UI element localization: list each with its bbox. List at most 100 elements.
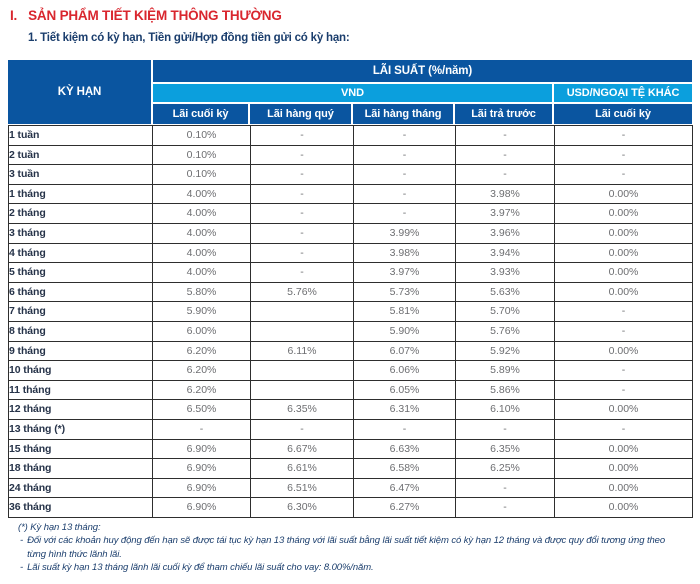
term-cell: 8 tháng bbox=[8, 320, 153, 342]
rate-cell: 6.35% bbox=[250, 399, 354, 420]
rate-cell: 6.63% bbox=[353, 438, 456, 460]
footnote-text: Lãi suất kỳ hạn 13 tháng lãnh lãi cuối k… bbox=[27, 561, 374, 573]
table-row: 36 tháng 6.90% 6.30% 6.27% - 0.00% bbox=[8, 497, 693, 518]
table-row: 6 tháng 5.80% 5.76% 5.73% 5.63% 0.00% bbox=[8, 281, 693, 303]
term-cell: 18 tháng bbox=[8, 458, 153, 479]
rate-cell: 4.00% bbox=[152, 262, 251, 283]
table-row: 3 tuần 0.10% - - - - bbox=[8, 164, 693, 185]
bullet-dash: - bbox=[20, 561, 24, 573]
rate-cell bbox=[250, 360, 354, 381]
header-sub-end-of-term: Lãi cuối kỳ bbox=[153, 104, 248, 124]
header-sub-quarterly: Lãi hàng quý bbox=[250, 104, 351, 124]
term-cell: 6 tháng bbox=[8, 281, 153, 303]
rate-cell: 6.20% bbox=[152, 360, 251, 381]
rate-cell: - bbox=[250, 222, 354, 244]
rate-cell: 5.90% bbox=[152, 301, 251, 322]
rate-cell: 5.73% bbox=[353, 281, 456, 303]
header-term: KỲ HẠN bbox=[8, 60, 151, 124]
rate-cell: 6.50% bbox=[152, 399, 251, 420]
table-row: 24 tháng 6.90% 6.51% 6.47% - 0.00% bbox=[8, 477, 693, 499]
rate-cell: 0.00% bbox=[554, 281, 693, 303]
rate-cell: - bbox=[250, 125, 354, 146]
term-cell: 3 tháng bbox=[8, 222, 153, 244]
rate-cell: - bbox=[353, 164, 456, 185]
header-sub-prepaid: Lãi trả trước bbox=[455, 104, 552, 124]
rate-cell: - bbox=[554, 418, 693, 440]
term-cell: 11 tháng bbox=[8, 379, 153, 401]
rate-cell: 6.06% bbox=[353, 360, 456, 381]
section-title-text: SẢN PHẨM TIẾT KIỆM THÔNG THƯỜNG bbox=[28, 8, 282, 23]
rate-cell: 5.89% bbox=[455, 360, 555, 381]
rate-cell: 0.00% bbox=[554, 477, 693, 499]
rate-cell: 0.00% bbox=[554, 438, 693, 460]
rate-cell: - bbox=[554, 125, 693, 146]
rate-cell: 0.00% bbox=[554, 458, 693, 479]
rate-cell: 5.70% bbox=[455, 301, 555, 322]
rate-cell: 3.98% bbox=[455, 183, 555, 205]
table-row: 11 tháng 6.20% 6.05% 5.86% - bbox=[8, 379, 693, 401]
table-body: 1 tuần 0.10% - - - - 2 tuần 0.10% - - - … bbox=[8, 125, 693, 518]
header-rate: LÃI SUẤT (%/năm) bbox=[153, 60, 692, 82]
rate-cell bbox=[250, 320, 354, 342]
rate-cell: 3.93% bbox=[455, 262, 555, 283]
rate-cell: 5.76% bbox=[250, 281, 354, 303]
rate-cell: 6.51% bbox=[250, 477, 354, 499]
rate-cell: 6.61% bbox=[250, 458, 354, 479]
rate-cell: 5.90% bbox=[353, 320, 456, 342]
footnote-item: - Đối với các khoản huy động đến hạn sẽ … bbox=[20, 534, 680, 561]
rate-cell: - bbox=[455, 477, 555, 499]
rate-cell: - bbox=[455, 125, 555, 146]
rate-cell: 0.10% bbox=[152, 164, 251, 185]
rate-cell: - bbox=[250, 164, 354, 185]
term-cell: 1 tháng bbox=[8, 183, 153, 205]
rate-cell: 0.00% bbox=[554, 262, 693, 283]
rate-cell: 5.81% bbox=[353, 301, 456, 322]
rate-cell: 0.00% bbox=[554, 222, 693, 244]
rate-cell: 4.00% bbox=[152, 183, 251, 205]
rate-cell: 6.90% bbox=[152, 497, 251, 518]
footnote-item: - Lãi suất kỳ hạn 13 tháng lãnh lãi cuối… bbox=[20, 561, 680, 574]
rate-cell: - bbox=[353, 183, 456, 205]
header-sub-usd-end-of-term: Lãi cuối kỳ bbox=[554, 104, 692, 124]
term-cell: 13 tháng (*) bbox=[8, 418, 153, 440]
rate-cell: - bbox=[554, 360, 693, 381]
table-row: 1 tuần 0.10% - - - - bbox=[8, 125, 693, 146]
header-currency-vnd: VND bbox=[153, 84, 552, 102]
section-title: I. SẢN PHẨM TIẾT KIỆM THÔNG THƯỜNG bbox=[10, 8, 700, 23]
rate-cell: 3.96% bbox=[455, 222, 555, 244]
term-cell: 24 tháng bbox=[8, 477, 153, 499]
rate-cell: 6.90% bbox=[152, 438, 251, 460]
rate-cell: 0.00% bbox=[554, 242, 693, 264]
table-row: 2 tuần 0.10% - - - - bbox=[8, 144, 693, 166]
term-cell: 12 tháng bbox=[8, 399, 153, 420]
rate-cell: 0.00% bbox=[554, 183, 693, 205]
table-row: 3 tháng 4.00% - 3.99% 3.96% 0.00% bbox=[8, 222, 693, 244]
rate-cell: 5.80% bbox=[152, 281, 251, 303]
table-row: 5 tháng 4.00% - 3.97% 3.93% 0.00% bbox=[8, 262, 693, 283]
term-cell: 5 tháng bbox=[8, 262, 153, 283]
rate-cell: 3.97% bbox=[455, 203, 555, 224]
term-cell: 7 tháng bbox=[8, 301, 153, 322]
bullet-dash: - bbox=[20, 535, 24, 547]
rate-cell bbox=[250, 379, 354, 401]
rate-cell: 6.00% bbox=[152, 320, 251, 342]
rate-cell: 6.30% bbox=[250, 497, 354, 518]
rate-cell: - bbox=[250, 242, 354, 264]
rate-cell: 6.27% bbox=[353, 497, 456, 518]
rate-cell: 5.63% bbox=[455, 281, 555, 303]
rate-cell: 6.31% bbox=[353, 399, 456, 420]
term-cell: 1 tuần bbox=[8, 125, 153, 146]
footnote-text: Đối với các khoản huy động đến hạn sẽ đư… bbox=[27, 535, 666, 560]
rate-cell: - bbox=[353, 203, 456, 224]
rate-cell: - bbox=[455, 418, 555, 440]
rate-cell: 6.47% bbox=[353, 477, 456, 499]
rate-cell: - bbox=[455, 164, 555, 185]
table-row: 1 tháng 4.00% - - 3.98% 0.00% bbox=[8, 183, 693, 205]
rate-cell: - bbox=[250, 183, 354, 205]
rate-cell: 0.10% bbox=[152, 144, 251, 166]
interest-rate-table: KỲ HẠN LÃI SUẤT (%/năm) VND USD/NGOẠI TỆ… bbox=[8, 60, 693, 518]
rate-cell: 6.67% bbox=[250, 438, 354, 460]
rate-cell: 4.00% bbox=[152, 222, 251, 244]
rate-cell: - bbox=[353, 125, 456, 146]
rate-cell: 6.11% bbox=[250, 340, 354, 362]
